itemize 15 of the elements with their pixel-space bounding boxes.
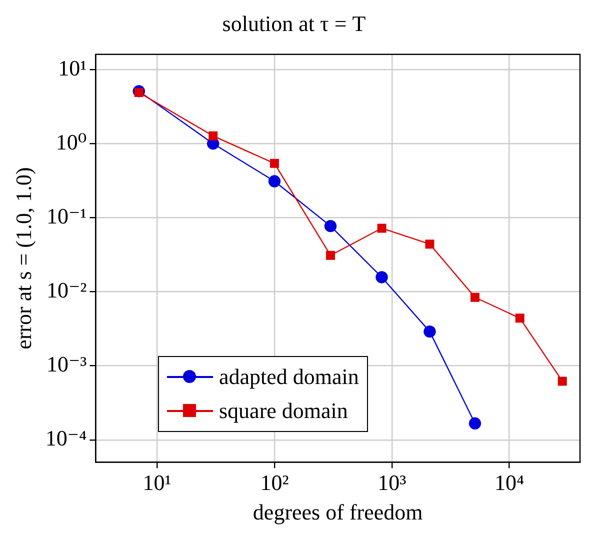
x-tick-label: 10⁴	[494, 470, 524, 496]
x-tick-label: 10³	[378, 470, 407, 496]
x-axis-title: degrees of freedom	[252, 500, 423, 525]
y-tick-label: 10⁻³	[46, 352, 88, 377]
chart-title: solution at τ = T	[222, 10, 366, 36]
y-tick-label: 10⁻²	[46, 278, 88, 303]
y-tick-label: 10⁻⁴	[45, 426, 87, 451]
y-axis-title: error at s = (1.0, 1.0)	[10, 167, 36, 350]
y-tick-label: 10⁰	[56, 129, 87, 154]
y-tick-label: 10¹	[58, 55, 87, 80]
x-tick-label: 10²	[260, 470, 290, 496]
legend-label: square domain	[219, 397, 348, 425]
y-tick-label: 10⁻¹	[46, 203, 87, 228]
x-tick-label: 10¹	[142, 470, 172, 496]
legend-label: adapted domain	[219, 363, 359, 391]
